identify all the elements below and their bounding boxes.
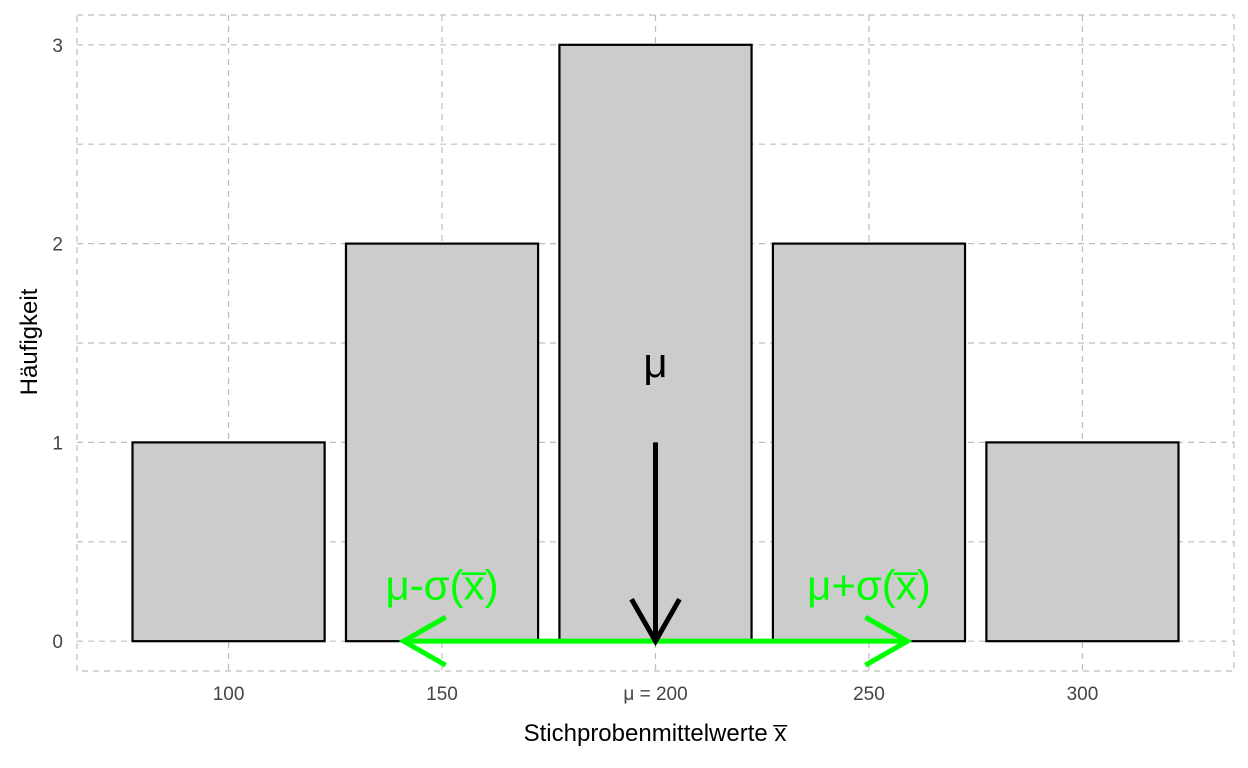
bar [131, 441, 326, 643]
sigma-minus-arrowhead [398, 615, 447, 668]
sigma-plus-arrowhead [864, 615, 913, 668]
bar [344, 242, 540, 643]
x-tick-label: μ = 200 [623, 684, 687, 705]
tick-labels: 100 150 μ = 200 250 300 0 1 2 3 [52, 36, 1098, 705]
y-tick-label: 3 [52, 36, 63, 57]
x-tick-label: 150 [426, 684, 458, 705]
x-tick-label: 300 [1067, 684, 1099, 705]
y-tick-label: 2 [52, 235, 63, 256]
bar [985, 441, 1180, 643]
x-tick-label: 250 [853, 684, 885, 705]
y-axis-title: Häufigkeit [16, 288, 43, 395]
mu-label: μ [643, 339, 667, 386]
y-tick-label: 0 [52, 632, 63, 653]
bar [771, 242, 967, 643]
mu-minus-sigma-label: μ-σ(x̅) [385, 562, 498, 609]
y-tick-label: 1 [52, 433, 63, 454]
mu-arrowhead [629, 597, 682, 647]
x-axis-title: Stichprobenmittelwerte x̅ [524, 720, 788, 747]
x-tick-label: 100 [213, 684, 245, 705]
mu-plus-sigma-label: μ+σ(x̅) [807, 562, 931, 609]
annotations: μ μ-σ(x̅) μ+σ(x̅) [385, 339, 931, 668]
